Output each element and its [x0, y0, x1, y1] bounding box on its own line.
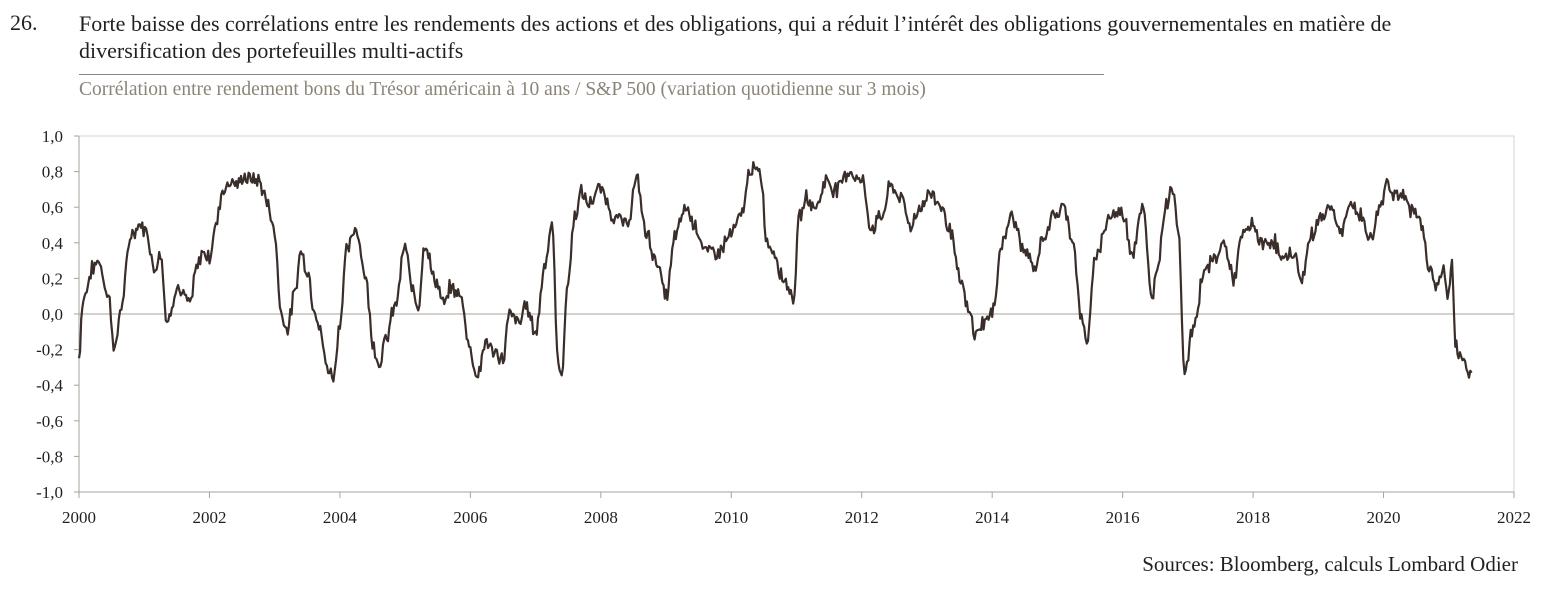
x-tick-label: 2006	[453, 508, 487, 527]
figure-number: 26.	[10, 10, 38, 35]
x-tick-label: 2022	[1497, 508, 1531, 527]
y-tick-label: 0,0	[42, 305, 63, 324]
y-tick-label: -0,8	[36, 447, 63, 466]
correlation-series-line	[77, 161, 1473, 383]
x-tick-label: 2018	[1236, 508, 1270, 527]
source-note: Sources: Bloomberg, calculs Lombard Odie…	[1142, 552, 1518, 576]
y-tick-label: -1,0	[36, 483, 63, 502]
y-tick-label: 0,6	[42, 198, 63, 217]
y-tick-label: 1,0	[42, 127, 63, 146]
x-tick-label: 2008	[584, 508, 618, 527]
x-tick-label: 2020	[1367, 508, 1401, 527]
y-tick-label: -0,6	[36, 412, 63, 431]
chart-title: Forte baisse des corrélations entre les …	[79, 11, 1392, 63]
y-tick-label: -0,4	[36, 376, 63, 395]
y-tick-label: 0,4	[42, 234, 64, 253]
chart-subtitle: Corrélation entre rendement bons du Trés…	[79, 79, 926, 100]
x-tick-label: 2002	[192, 508, 226, 527]
title-divider	[79, 74, 1104, 75]
y-tick-label: 0,8	[42, 163, 63, 182]
x-tick-label: 2010	[714, 508, 748, 527]
x-tick-label: 2000	[62, 508, 96, 527]
x-tick-label: 2012	[845, 508, 879, 527]
x-tick-label: 2014	[975, 508, 1010, 527]
x-tick-label: 2016	[1106, 508, 1140, 527]
y-tick-label: 0,2	[42, 269, 63, 288]
x-tick-label: 2004	[323, 508, 358, 527]
y-tick-label: -0,2	[36, 341, 63, 360]
